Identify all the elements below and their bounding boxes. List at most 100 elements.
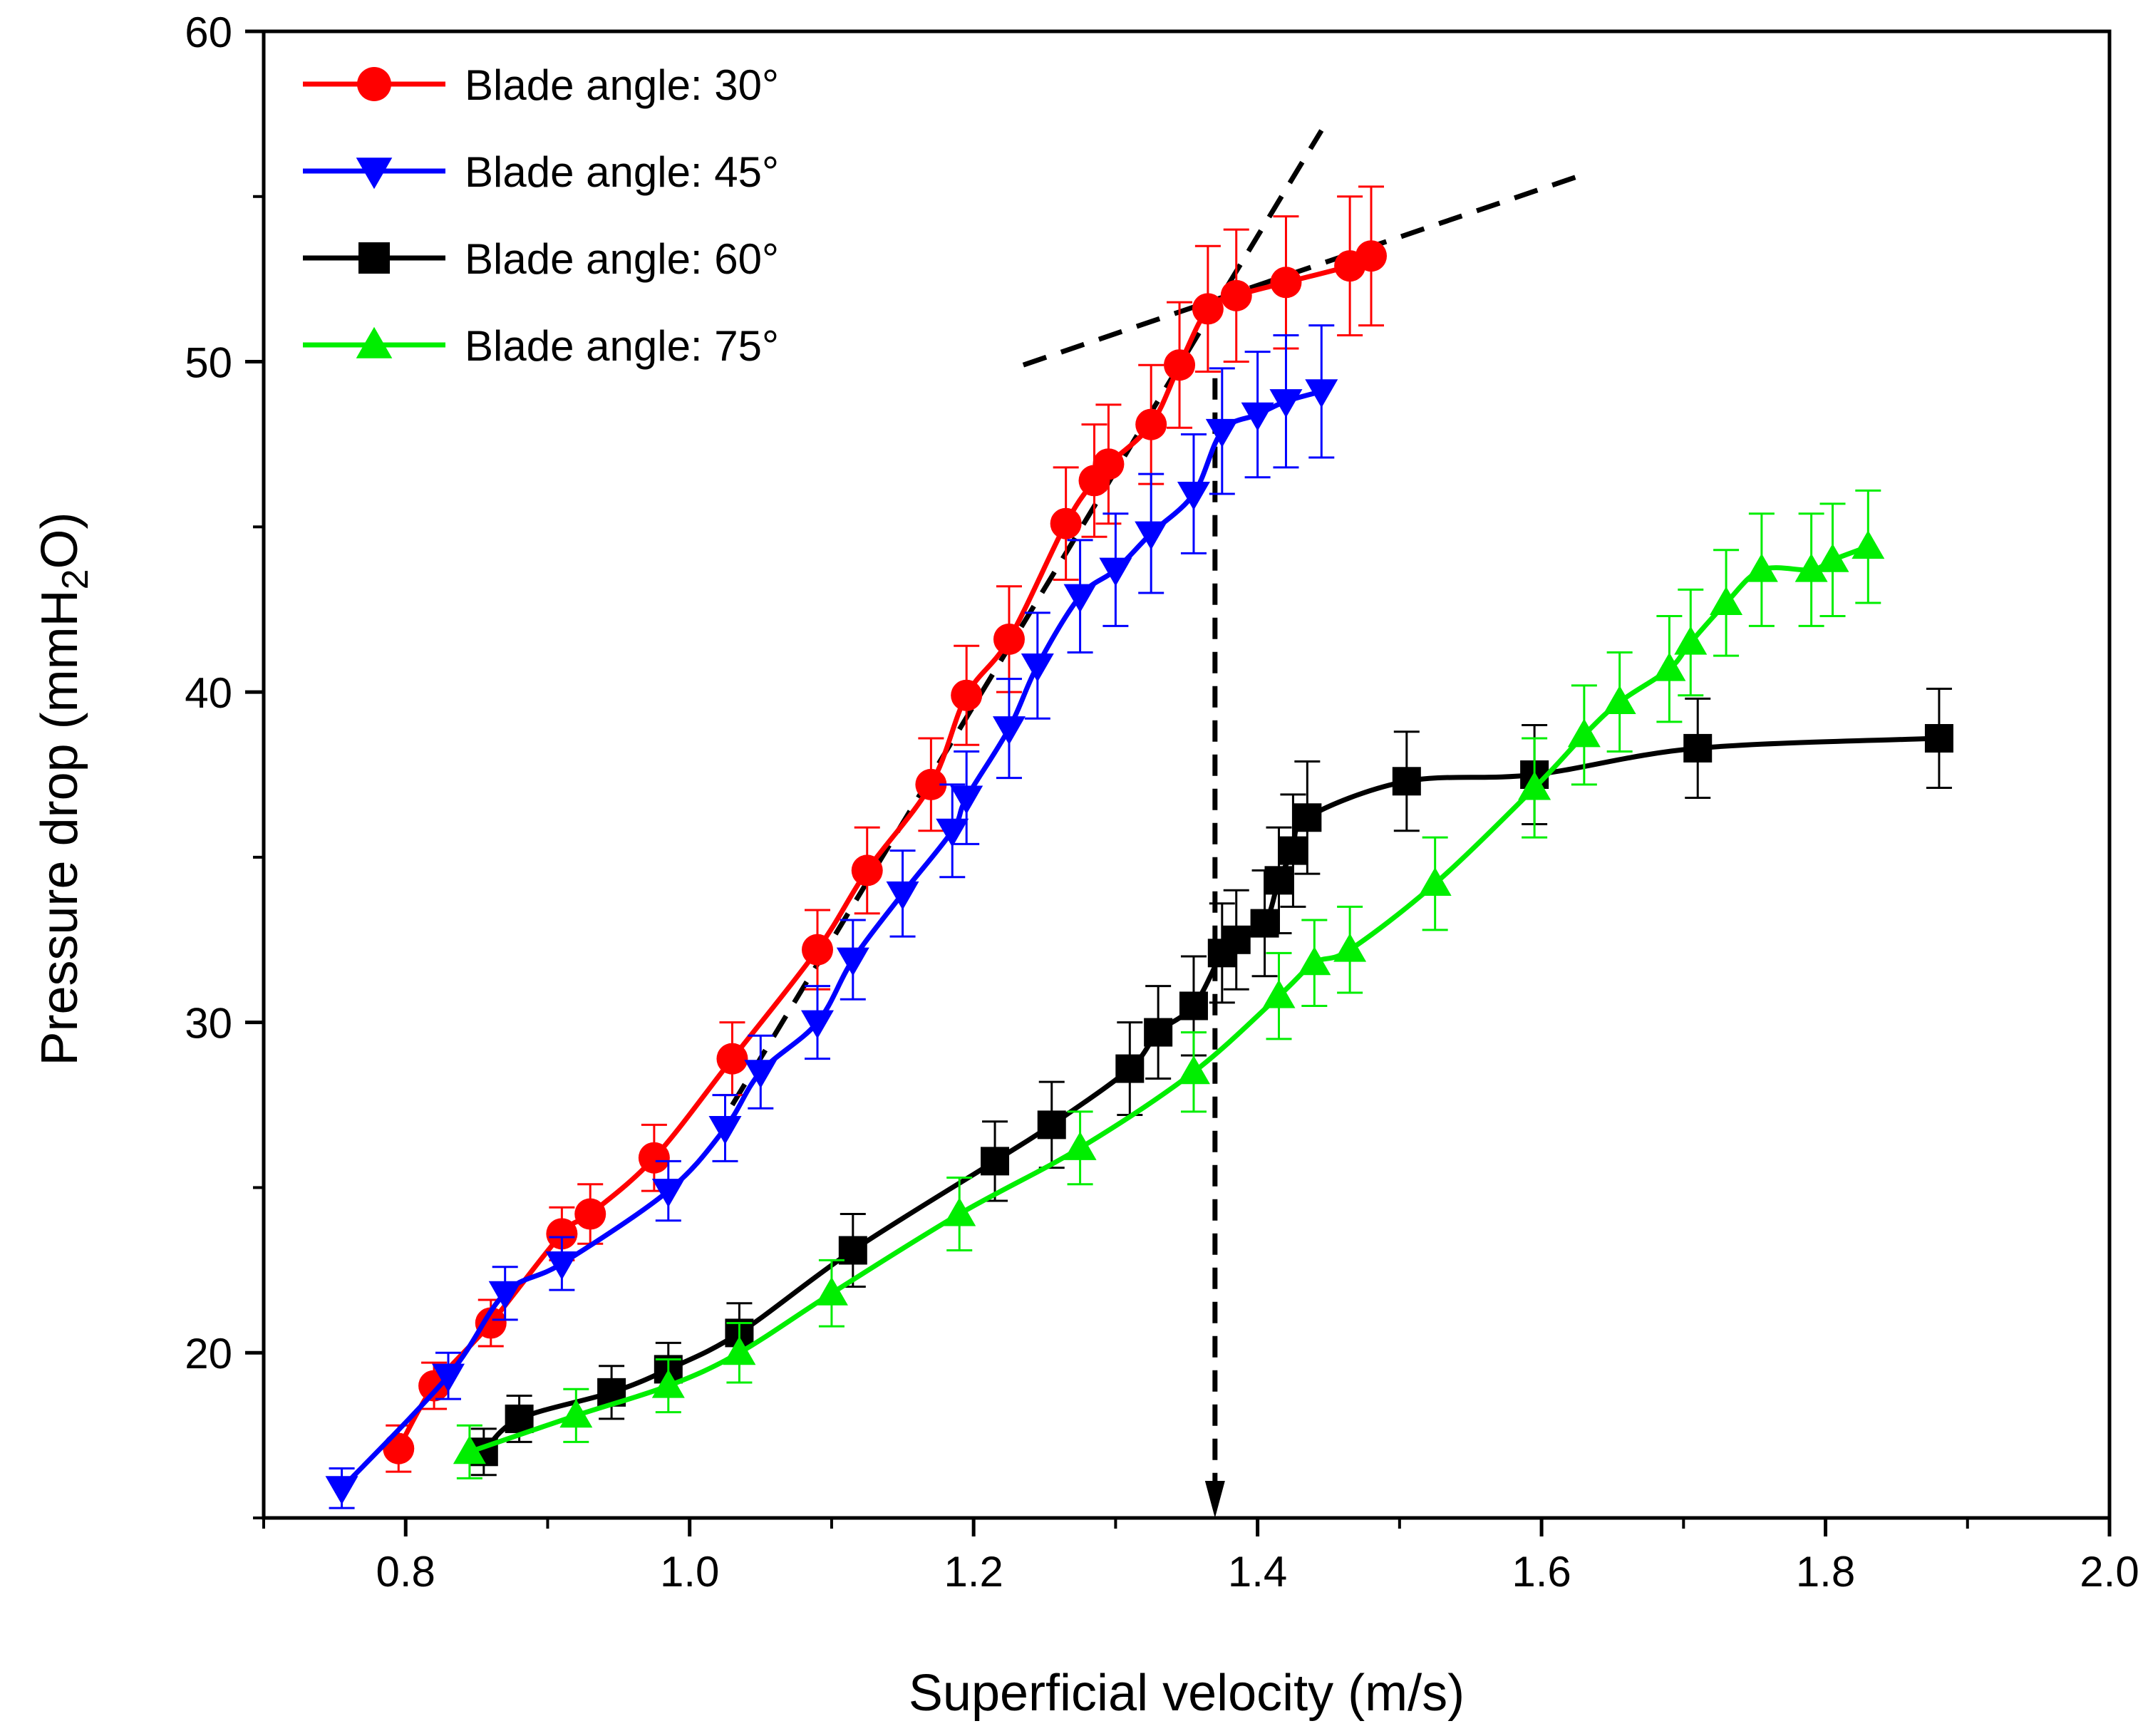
data-point (1518, 771, 1551, 800)
data-point (1567, 718, 1601, 748)
data-point (1262, 979, 1296, 1008)
data-point (1264, 866, 1293, 895)
data-point (1115, 1054, 1145, 1083)
legend-label: Blade angle: 30° (465, 61, 779, 109)
data-point (1392, 767, 1421, 796)
data-point (1333, 933, 1367, 962)
trend-dashed-line-1 (730, 129, 1324, 1107)
data-point (1745, 553, 1778, 582)
legend-item-2: Blade angle: 45° (303, 148, 779, 196)
y-tick-label: 20 (185, 1330, 232, 1378)
data-point (915, 768, 947, 800)
data-point (1710, 586, 1743, 615)
data-point (1179, 991, 1208, 1021)
data-point (1177, 1055, 1210, 1085)
legend-label: Blade angle: 75° (465, 322, 779, 370)
plot-frame (262, 29, 2112, 1520)
data-point (1220, 279, 1252, 311)
data-point (1222, 925, 1251, 954)
data-point (1355, 240, 1387, 272)
data-point (744, 1060, 778, 1089)
legend-label: Blade angle: 60° (465, 235, 779, 283)
axes: 0.8 1.0 1.2 1.4 1.6 1.8 2.0 20 30 40 50 60 (185, 9, 2138, 1596)
data-point (545, 1251, 579, 1281)
data-point (1674, 626, 1708, 655)
data-point (1269, 389, 1303, 418)
data-point (488, 1281, 522, 1310)
legend-marker (356, 326, 393, 358)
y-axis-title-subscript: 2 (55, 569, 96, 589)
data-point (981, 1147, 1010, 1176)
y-tick-label: 50 (185, 339, 232, 387)
data-point (1794, 553, 1828, 582)
x-axis-title: Superficial velocity (m/s) (909, 1665, 1465, 1722)
x-tick-label: 1.2 (944, 1548, 1003, 1596)
data-point (815, 1276, 848, 1306)
data-point (1063, 1131, 1097, 1160)
data-point (801, 1010, 834, 1039)
y-tick-label: 60 (185, 9, 232, 56)
x-tick-label: 1.4 (1228, 1548, 1287, 1596)
x-tick-label: 1.6 (1512, 1548, 1571, 1596)
data-point (836, 947, 869, 976)
data-point (1816, 543, 1849, 572)
data-point (1298, 946, 1331, 976)
data-point (1192, 293, 1224, 325)
data-point (475, 1307, 507, 1339)
data-point (1270, 267, 1302, 299)
data-point (992, 716, 1026, 745)
data-point (1177, 481, 1210, 510)
data-point (1093, 448, 1125, 480)
legend: Blade angle: 30° Blade angle: 45° Blade an… (303, 61, 779, 370)
data-point (951, 679, 983, 711)
trend-dashed-line-2 (1022, 174, 1579, 368)
data-point (802, 934, 833, 966)
y-axis-title: Pressure drop (mmH2O) (31, 512, 96, 1065)
data-point (651, 1179, 685, 1208)
data-point (1653, 652, 1686, 681)
data-point (1305, 379, 1338, 408)
data-point (1250, 909, 1279, 938)
data-point (1164, 349, 1196, 381)
data-point (1279, 836, 1308, 865)
data-point (1293, 803, 1322, 832)
data-point (1418, 867, 1452, 896)
data-point (1241, 402, 1274, 431)
legend-marker (358, 242, 390, 274)
data-point (716, 1043, 748, 1075)
legend-marker (356, 157, 393, 190)
x-tick-label: 1.0 (660, 1548, 719, 1596)
series-4 (453, 489, 1885, 1479)
data-point (1050, 507, 1082, 539)
y-axis-title-main: Pressure drop (mmH (31, 589, 88, 1065)
data-point (1135, 408, 1167, 440)
data-point (1144, 1018, 1173, 1047)
data-point (950, 785, 983, 815)
y-tick-label: 40 (185, 669, 232, 717)
data-point (1603, 686, 1636, 715)
data-point (651, 1369, 685, 1398)
data-point (1135, 521, 1168, 550)
data-point (1099, 557, 1132, 587)
onset-velocity-arrow-head (1204, 1481, 1225, 1518)
data-point (1205, 418, 1239, 448)
data-point (638, 1142, 670, 1174)
data-point (708, 1116, 742, 1145)
data-point (1852, 530, 1885, 559)
data-point (936, 818, 969, 847)
data-point (1924, 724, 1953, 753)
series-2 (325, 324, 1338, 1509)
data-point (1063, 584, 1097, 613)
x-tick-label: 0.8 (376, 1548, 435, 1596)
legend-item-4: Blade angle: 75° (303, 322, 779, 370)
data-point (1037, 1110, 1066, 1140)
data-point (574, 1198, 606, 1230)
data-point (993, 623, 1025, 655)
data-point (1683, 733, 1713, 763)
data-point (546, 1218, 578, 1250)
y-tick-label: 30 (185, 1000, 232, 1048)
data-point (886, 881, 919, 910)
data-point (432, 1363, 465, 1393)
